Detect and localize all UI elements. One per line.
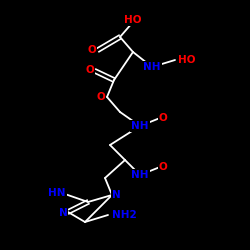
Text: NH: NH xyxy=(131,170,149,180)
Text: NH: NH xyxy=(143,62,161,72)
Text: O: O xyxy=(88,45,96,55)
Text: O: O xyxy=(96,92,106,102)
Text: NH2: NH2 xyxy=(112,210,137,220)
Text: HO: HO xyxy=(124,15,142,25)
Text: HO: HO xyxy=(178,55,196,65)
Text: NH: NH xyxy=(131,121,149,131)
Text: N: N xyxy=(58,208,68,218)
Text: O: O xyxy=(86,65,94,75)
Text: O: O xyxy=(159,113,168,123)
Text: N: N xyxy=(112,190,120,200)
Text: O: O xyxy=(159,162,168,172)
Text: HN: HN xyxy=(48,188,66,198)
